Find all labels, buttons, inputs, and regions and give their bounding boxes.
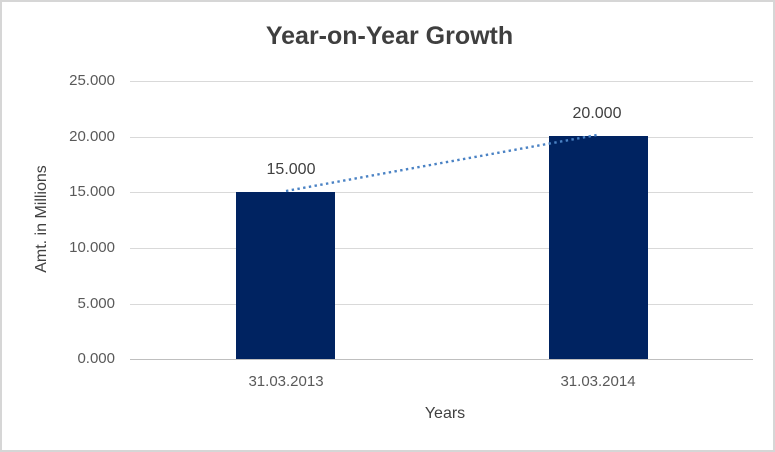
x-axis-line bbox=[130, 359, 753, 360]
x-tick-label-2013: 31.03.2013 bbox=[248, 373, 324, 390]
gridline-20000 bbox=[130, 137, 753, 138]
chart-title: Year-on-Year Growth bbox=[265, 22, 514, 50]
bar-2014 bbox=[549, 136, 648, 359]
gridline-25000 bbox=[130, 81, 753, 82]
bar-2013 bbox=[236, 192, 335, 359]
y-tick-label: 20.000 bbox=[69, 128, 115, 145]
data-label-2014: 20.000 bbox=[572, 105, 622, 122]
x-tick-label-2014: 31.03.2014 bbox=[560, 373, 636, 390]
gridline-15000 bbox=[130, 192, 753, 193]
gridline-10000 bbox=[130, 248, 753, 249]
y-tick-label: 5.000 bbox=[77, 295, 115, 312]
gridline-5000 bbox=[130, 304, 753, 305]
y-tick-label: 25.000 bbox=[69, 72, 115, 89]
y-tick-label: 0.000 bbox=[77, 350, 115, 367]
data-label-2013: 15.000 bbox=[266, 161, 316, 178]
x-axis-title: Years bbox=[424, 405, 466, 422]
y-tick-label: 10.000 bbox=[69, 239, 115, 256]
y-tick-label: 15.000 bbox=[69, 183, 115, 200]
